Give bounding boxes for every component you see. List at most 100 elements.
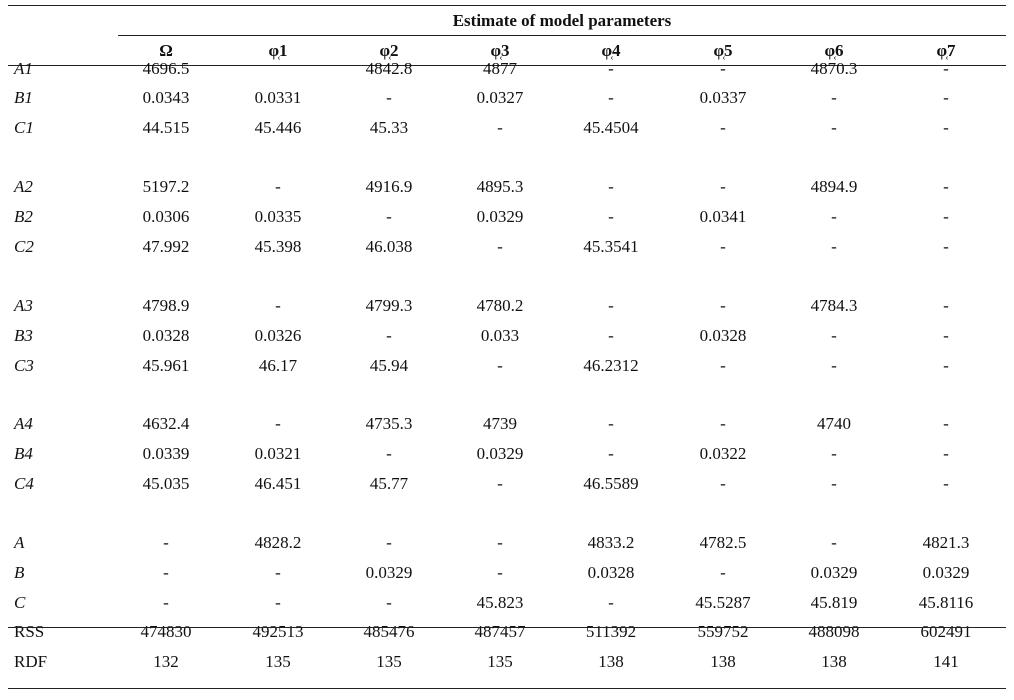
table-cell: 0.0329 bbox=[450, 202, 550, 232]
table-cell: - bbox=[784, 439, 884, 469]
table-cell: 4828.2 bbox=[228, 528, 328, 558]
table-cell: 4916.9 bbox=[339, 172, 439, 202]
row-label: C4 bbox=[14, 469, 34, 499]
row-label: A bbox=[14, 528, 24, 558]
table-cell: - bbox=[450, 558, 550, 588]
table-cell: 135 bbox=[228, 647, 328, 677]
table-cell: - bbox=[673, 409, 773, 439]
row-label: B3 bbox=[14, 321, 33, 351]
table-cell: 4799.3 bbox=[339, 291, 439, 321]
table-cell: - bbox=[228, 291, 328, 321]
table-cell: 0.0339 bbox=[116, 439, 216, 469]
table-cell: 485476 bbox=[339, 617, 439, 647]
table-cell: 45.035 bbox=[116, 469, 216, 499]
table-cell: - bbox=[896, 113, 996, 143]
table-cell: - bbox=[561, 202, 661, 232]
row-label: B1 bbox=[14, 83, 33, 113]
table-cell: 45.94 bbox=[339, 351, 439, 381]
table-cell: 5197.2 bbox=[116, 172, 216, 202]
row-label: A4 bbox=[14, 409, 33, 439]
table-cell: - bbox=[450, 528, 550, 558]
table-cell: 492513 bbox=[228, 617, 328, 647]
table-cell: 559752 bbox=[673, 617, 773, 647]
table-cell: 138 bbox=[784, 647, 884, 677]
table-cell: - bbox=[450, 351, 550, 381]
table-cell: 45.819 bbox=[784, 588, 884, 618]
table-cell: 4877 bbox=[450, 54, 550, 84]
table-cell: - bbox=[896, 469, 996, 499]
table-cell: 4895.3 bbox=[450, 172, 550, 202]
table-cell: - bbox=[339, 439, 439, 469]
row-label: B2 bbox=[14, 202, 33, 232]
table-cell: - bbox=[561, 409, 661, 439]
row-label: A3 bbox=[14, 291, 33, 321]
table-cell: 45.3541 bbox=[561, 232, 661, 262]
table-cell: 0.0322 bbox=[673, 439, 773, 469]
table-cell: - bbox=[896, 409, 996, 439]
table-cell: - bbox=[450, 113, 550, 143]
table-cell: 4739 bbox=[450, 409, 550, 439]
table-cell: 46.038 bbox=[339, 232, 439, 262]
table-cell: 45.8116 bbox=[896, 588, 996, 618]
table-cell: 45.77 bbox=[339, 469, 439, 499]
table-cell: 45.961 bbox=[116, 351, 216, 381]
table-cell: 138 bbox=[673, 647, 773, 677]
table-cell: 0.033 bbox=[450, 321, 550, 351]
table-cell: 138 bbox=[561, 647, 661, 677]
table-cell: - bbox=[784, 469, 884, 499]
table-cell: - bbox=[896, 321, 996, 351]
table-cell: 474830 bbox=[116, 617, 216, 647]
row-label: B4 bbox=[14, 439, 33, 469]
table-cell: 4696.5 bbox=[116, 54, 216, 84]
table-cell: 0.0327 bbox=[450, 83, 550, 113]
table-cell: - bbox=[450, 469, 550, 499]
table-cell: 0.0335 bbox=[228, 202, 328, 232]
table-cell: 45.33 bbox=[339, 113, 439, 143]
table-cell: - bbox=[339, 321, 439, 351]
table-cell: - bbox=[116, 558, 216, 588]
table-cell: 0.0328 bbox=[673, 321, 773, 351]
table-cell: - bbox=[116, 588, 216, 618]
table-cell: - bbox=[228, 588, 328, 618]
table-cell: - bbox=[896, 54, 996, 84]
table-cell: - bbox=[673, 558, 773, 588]
table-cell: 4740 bbox=[784, 409, 884, 439]
table-cell: 47.992 bbox=[116, 232, 216, 262]
table-cell: 4894.9 bbox=[784, 172, 884, 202]
table-cell: - bbox=[896, 172, 996, 202]
table-cell: - bbox=[896, 291, 996, 321]
table-cell: 4833.2 bbox=[561, 528, 661, 558]
table-cell: 46.2312 bbox=[561, 351, 661, 381]
table-cell: 4632.4 bbox=[116, 409, 216, 439]
table-cell: - bbox=[673, 291, 773, 321]
table-cell: - bbox=[561, 54, 661, 84]
table-cell: 135 bbox=[450, 647, 550, 677]
table-cell: - bbox=[339, 202, 439, 232]
table-cell: 0.0331 bbox=[228, 83, 328, 113]
table-cell: 135 bbox=[339, 647, 439, 677]
group-header: Estimate of model parameters bbox=[118, 6, 1006, 36]
table-cell: - bbox=[561, 588, 661, 618]
table-cell bbox=[228, 54, 328, 84]
table-cell: 46.17 bbox=[228, 351, 328, 381]
row-label: C3 bbox=[14, 351, 34, 381]
table-cell: - bbox=[784, 113, 884, 143]
table-cell: 0.0343 bbox=[116, 83, 216, 113]
table-cell: - bbox=[673, 351, 773, 381]
table-cell: 45.5287 bbox=[673, 588, 773, 618]
table-cell: - bbox=[896, 439, 996, 469]
table-cell: - bbox=[561, 439, 661, 469]
table-cell: - bbox=[896, 202, 996, 232]
table-cell: - bbox=[339, 588, 439, 618]
table-cell: 4784.3 bbox=[784, 291, 884, 321]
table-cell: 0.0341 bbox=[673, 202, 773, 232]
table-cell: 0.0329 bbox=[339, 558, 439, 588]
table-cell: - bbox=[561, 291, 661, 321]
table-cell: - bbox=[561, 83, 661, 113]
table-cell: 4735.3 bbox=[339, 409, 439, 439]
bottom-rule bbox=[8, 688, 1006, 689]
row-label: RDF bbox=[14, 647, 47, 677]
table-cell: 46.5589 bbox=[561, 469, 661, 499]
table-cell: 4842.8 bbox=[339, 54, 439, 84]
table-cell: - bbox=[673, 113, 773, 143]
